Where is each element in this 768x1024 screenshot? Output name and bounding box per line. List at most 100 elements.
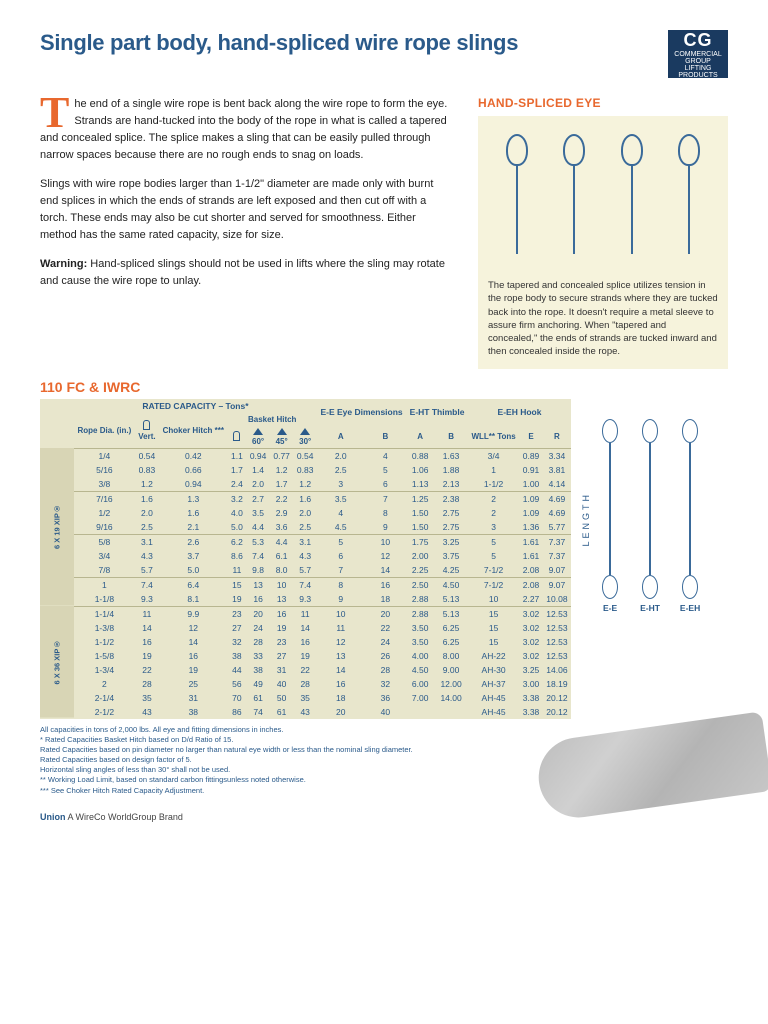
table-cell: 25 bbox=[159, 677, 227, 691]
table-cell: 0.54 bbox=[293, 448, 317, 463]
table-cell: 1.6 bbox=[135, 491, 159, 506]
table-cell: 22 bbox=[293, 663, 317, 677]
table-cell: 13 bbox=[246, 577, 270, 592]
table-cell: 4 bbox=[317, 506, 365, 520]
table-cell: 19 bbox=[293, 649, 317, 663]
table-cell: 8.6 bbox=[227, 549, 246, 563]
table-cell: 0.94 bbox=[159, 477, 227, 492]
table-cell: 2.00 bbox=[406, 549, 434, 563]
table-cell: 12.00 bbox=[434, 677, 468, 691]
table-cell: 20 bbox=[365, 606, 407, 621]
table-cell: 22 bbox=[135, 663, 159, 677]
sling-diagram: LENGTH E-E E-HT E-EH bbox=[581, 399, 728, 719]
table-cell: 16 bbox=[270, 606, 294, 621]
table-cell: 4.25 bbox=[434, 563, 468, 578]
table-cell: 2.75 bbox=[434, 520, 468, 535]
table-cell: 15 bbox=[468, 621, 519, 635]
table-cell: 16 bbox=[317, 677, 365, 691]
para-2: Slings with wire rope bodies larger than… bbox=[40, 176, 454, 244]
table-cell: 1.75 bbox=[406, 534, 434, 549]
table-head: RATED CAPACITY – Tons* E-E Eye Dimension… bbox=[40, 399, 571, 449]
table-row: 1/22.01.64.03.52.92.0481.502.7521.094.69 bbox=[40, 506, 571, 520]
table-cell: 14 bbox=[135, 621, 159, 635]
page-title: Single part body, hand-spliced wire rope… bbox=[40, 30, 518, 56]
table-cell: 5/8 bbox=[74, 534, 135, 549]
table-cell: 20.12 bbox=[543, 705, 571, 719]
figure-column: HAND-SPLICED EYE The tapered and conceal… bbox=[478, 96, 728, 369]
table-cell: 1.6 bbox=[159, 506, 227, 520]
table-cell: 5.7 bbox=[293, 563, 317, 578]
table-cell: 2-1/4 bbox=[74, 691, 135, 705]
table-cell: 5 bbox=[468, 549, 519, 563]
table-cell: 9.8 bbox=[246, 563, 270, 578]
figure-heading: HAND-SPLICED EYE bbox=[478, 96, 728, 110]
table-cell: 2.6 bbox=[159, 534, 227, 549]
table-cell: 14 bbox=[317, 663, 365, 677]
table-cell: 2.27 bbox=[519, 592, 543, 607]
table-cell: 8.0 bbox=[270, 563, 294, 578]
table-cell: 3.25 bbox=[434, 534, 468, 549]
content-columns: T he end of a single wire rope is bent b… bbox=[40, 96, 728, 369]
table-cell: 38 bbox=[159, 705, 227, 719]
table-cell: 9.07 bbox=[543, 577, 571, 592]
table-cell: 28 bbox=[365, 663, 407, 677]
table-cell: 2.0 bbox=[246, 477, 270, 492]
table-cell: 4.3 bbox=[293, 549, 317, 563]
table-cell: 9.9 bbox=[159, 606, 227, 621]
figure-box: The tapered and concealed splice utilize… bbox=[478, 116, 728, 369]
table-cell: 1.4 bbox=[246, 463, 270, 477]
table-cell: 3.34 bbox=[543, 448, 571, 463]
table-cell: 3.02 bbox=[519, 635, 543, 649]
table-cell: 3.1 bbox=[293, 534, 317, 549]
table-cell: 16 bbox=[365, 577, 407, 592]
sling-ee: E-E bbox=[597, 419, 623, 613]
table-cell: 1.2 bbox=[135, 477, 159, 492]
table-cell: 3.6 bbox=[270, 520, 294, 535]
table-cell: 16 bbox=[159, 649, 227, 663]
table-cell: 2.25 bbox=[406, 563, 434, 578]
table-cell: 1-1/2 bbox=[468, 477, 519, 492]
table-cell: 4.14 bbox=[543, 477, 571, 492]
table-cell: 13 bbox=[270, 592, 294, 607]
page: Single part body, hand-spliced wire rope… bbox=[0, 0, 768, 842]
table-cell: 15 bbox=[227, 577, 246, 592]
table-cell: 7 bbox=[317, 563, 365, 578]
table-cell: 0.94 bbox=[246, 448, 270, 463]
table-cell: 3.2 bbox=[227, 491, 246, 506]
table-cell: AH-37 bbox=[468, 677, 519, 691]
table-cell: 4.5 bbox=[317, 520, 365, 535]
table-cell: 5/16 bbox=[74, 463, 135, 477]
table-cell: 0.91 bbox=[519, 463, 543, 477]
table-cell: 38 bbox=[227, 649, 246, 663]
table-cell: 9 bbox=[317, 592, 365, 607]
table-cell: 9/16 bbox=[74, 520, 135, 535]
table-cell: 2.7 bbox=[246, 491, 270, 506]
table-cell: 2.9 bbox=[270, 506, 294, 520]
table-cell: 0.89 bbox=[519, 448, 543, 463]
table-cell: 8.00 bbox=[434, 649, 468, 663]
warning-para: Warning: Hand-spliced slings should not … bbox=[40, 256, 454, 290]
table-cell: 5 bbox=[468, 534, 519, 549]
sling-eht: E-HT bbox=[637, 419, 663, 613]
angle-30-icon bbox=[300, 428, 310, 435]
table-cell: 2.08 bbox=[519, 563, 543, 578]
table-cell: 12.53 bbox=[543, 635, 571, 649]
table-cell: 6.25 bbox=[434, 635, 468, 649]
table-cell: 0.83 bbox=[293, 463, 317, 477]
table-cell: 0.77 bbox=[270, 448, 294, 463]
table-cell: AH-45 bbox=[468, 691, 519, 705]
table-cell: 35 bbox=[293, 691, 317, 705]
table-cell: 1-1/4 bbox=[74, 606, 135, 621]
table-cell: 4.3 bbox=[135, 549, 159, 563]
table-cell: 2 bbox=[468, 491, 519, 506]
table-cell: 1/4 bbox=[74, 448, 135, 463]
table-cell: 43 bbox=[135, 705, 159, 719]
brand-logo: CG COMMERCIAL GROUP LIFTING PRODUCTS bbox=[668, 30, 728, 78]
table-cell: 1.2 bbox=[293, 477, 317, 492]
table-cell: 1 bbox=[468, 463, 519, 477]
table-cell: 5.13 bbox=[434, 606, 468, 621]
table-cell: 2.0 bbox=[293, 506, 317, 520]
table-cell: 16 bbox=[135, 635, 159, 649]
drop-cap: T bbox=[40, 96, 69, 130]
length-label: LENGTH bbox=[581, 492, 591, 547]
